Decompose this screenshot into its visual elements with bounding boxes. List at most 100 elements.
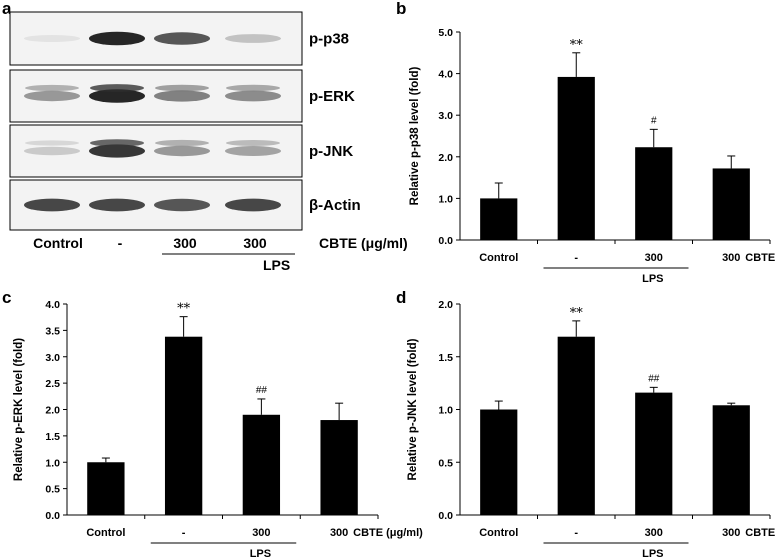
blot-band <box>154 90 210 102</box>
panel-letter-c: c <box>2 288 11 307</box>
lps-label: LPS <box>250 548 271 558</box>
y-tick-label: 2.0 <box>45 405 60 417</box>
x-category-label: 300 <box>722 252 740 264</box>
bar <box>712 405 750 515</box>
y-tick-label: 4.0 <box>438 69 453 81</box>
blot-label: β-Actin <box>309 197 361 214</box>
blot-band-upper <box>155 139 209 147</box>
y-axis-title: Relative p-ERK level (fold) <box>13 338 25 481</box>
wb-lane-label: - <box>118 235 123 251</box>
bar <box>242 414 281 515</box>
blot-label: p-ERK <box>309 88 355 105</box>
y-tick-label: 1.0 <box>438 193 453 205</box>
significance-mark: ## <box>256 385 268 396</box>
blot-band <box>89 31 145 46</box>
significance-mark: ** <box>570 38 584 53</box>
y-tick-label: 4.0 <box>45 299 60 311</box>
panel-letter-b: b <box>396 0 406 18</box>
x-category-label: - <box>574 252 578 264</box>
y-tick-label: 5.0 <box>438 27 453 39</box>
blot-band <box>154 198 210 212</box>
y-tick-label: 3.0 <box>438 110 453 122</box>
significance-mark: ** <box>177 302 191 317</box>
blot-band-upper <box>25 140 79 146</box>
y-tick-label: 2.0 <box>438 299 453 311</box>
bar <box>480 409 518 515</box>
blot-band <box>154 32 210 45</box>
blot-band <box>89 89 145 103</box>
bar <box>712 168 750 240</box>
chart-panel-b: b 0.0 1.0 2.0 3.0 4.0 5.0 Relative p-p38 level… <box>396 0 778 285</box>
bar <box>480 198 518 240</box>
panel-letter-d: d <box>396 288 406 307</box>
y-tick-label: 1.0 <box>438 405 453 417</box>
y-tick-label: 0.5 <box>438 457 453 469</box>
wb-unit-label: CBTE (μg/ml) <box>319 235 408 251</box>
blot-band <box>89 144 145 158</box>
blot-band <box>225 90 281 102</box>
x-category-label: 300 <box>330 527 348 539</box>
bar <box>164 336 203 515</box>
y-tick-label: 0.0 <box>45 510 60 522</box>
x-category-label: Control <box>479 252 518 264</box>
lps-label: LPS <box>642 548 663 558</box>
x-category-label: 300 <box>645 527 663 539</box>
chart-panel-d: d 0.0 0.5 1.0 1.5 2.0 Relative p-JNK level (f… <box>396 288 778 558</box>
y-tick-label: 0.0 <box>438 235 453 247</box>
y-tick-label: 1.5 <box>438 352 453 364</box>
chart-panel-c: c 0.0 0.5 1.0 1.5 2.0 2.5 3.0 3.5 4.0 Relative p-… <box>2 288 423 558</box>
significance-mark: ## <box>648 373 660 384</box>
blot-strips: p-p38 p-ERK p-JNK β-Actin <box>9 11 361 231</box>
blot-band-upper <box>226 84 280 92</box>
blot-band-upper <box>155 84 209 92</box>
blot-band <box>89 198 145 212</box>
significance-mark: ** <box>570 306 584 321</box>
x-category-label: Control <box>86 527 125 539</box>
bar <box>557 336 595 515</box>
bar <box>320 420 358 515</box>
blot-band-upper <box>90 84 144 92</box>
blot-band-upper <box>25 84 79 92</box>
blot-label: p-JNK <box>309 143 353 160</box>
blot-band <box>24 198 80 212</box>
y-tick-label: 2.0 <box>438 152 453 164</box>
blot-band <box>24 35 80 42</box>
blot-band <box>154 145 210 157</box>
blot-band <box>225 34 281 43</box>
unit-label: CBTE (μg/ml) <box>745 527 778 539</box>
y-tick-label: 0.0 <box>438 510 453 522</box>
y-axis-title: Relative p-p38 level (fold) <box>409 66 421 205</box>
y-axis-title: Relative p-JNK level (fold) <box>407 338 419 480</box>
bar <box>557 76 595 240</box>
blot-label: p-p38 <box>309 31 349 48</box>
x-category-label: 300 <box>252 527 270 539</box>
unit-label: CBTE (μg/ml) <box>353 527 423 539</box>
bar <box>635 392 673 515</box>
x-category-label: 300 <box>645 252 663 264</box>
bar <box>87 462 125 515</box>
y-tick-label: 1.0 <box>45 457 60 469</box>
lane-labels: Control - 300 300 <box>33 235 267 251</box>
y-tick-label: 2.5 <box>45 378 60 390</box>
blot-band <box>24 90 80 102</box>
wb-lane-label: 300 <box>173 235 197 251</box>
blot-band <box>225 146 281 156</box>
blot-band <box>225 198 281 212</box>
blot-band-upper <box>226 140 280 146</box>
panel-letter-a: a <box>2 0 12 18</box>
significance-mark: # <box>651 115 657 126</box>
y-tick-label: 3.0 <box>45 352 60 364</box>
wb-lane-label: Control <box>33 235 83 251</box>
lps-label: LPS <box>642 273 663 285</box>
unit-label: CBTE (μg/ml) <box>745 252 778 264</box>
wb-lane-label: 300 <box>243 235 267 251</box>
x-category-label: Control <box>479 527 518 539</box>
blot-band-upper <box>90 139 144 147</box>
y-tick-label: 3.5 <box>45 325 60 337</box>
x-category-label: - <box>574 527 578 539</box>
bar <box>635 147 673 240</box>
y-tick-label: 0.5 <box>45 484 60 496</box>
y-tick-label: 1.5 <box>45 431 60 443</box>
x-category-label: 300 <box>722 527 740 539</box>
